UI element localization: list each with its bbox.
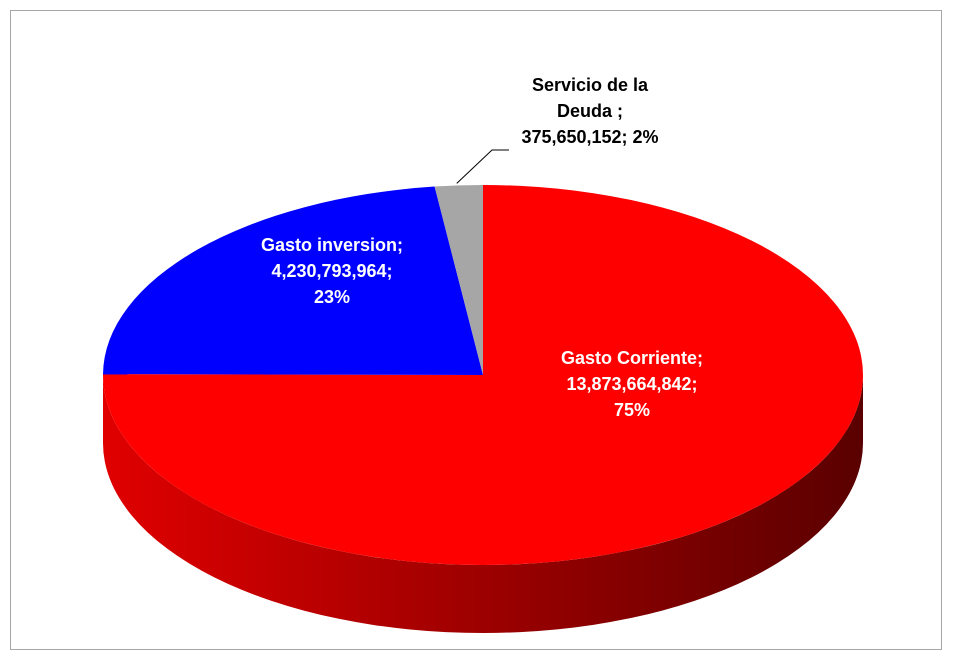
pie-side-wall: [103, 375, 863, 633]
pie-slice-servicio-de-la-deuda: [434, 185, 483, 375]
data-label-servicio-de-la-deuda: Servicio de la Deuda ; 375,650,152; 2%: [521, 75, 658, 147]
data-labels: Gasto Corriente; 13,873,664,842; 75% Gasto …: [261, 75, 703, 420]
pie-top-face: [103, 185, 864, 565]
pie-side-gasto-corriente: [103, 375, 863, 633]
leader-line-servicio-de-la-deuda: [456, 149, 509, 184]
data-label-gasto-inversion: Gasto inversion; 4,230,793,964; 23%: [261, 235, 403, 307]
data-label-gasto-corriente: Gasto Corriente; 13,873,664,842; 75%: [561, 348, 703, 420]
leader-lines: [456, 149, 509, 184]
pie-slice-gasto-inversion: [103, 186, 483, 375]
